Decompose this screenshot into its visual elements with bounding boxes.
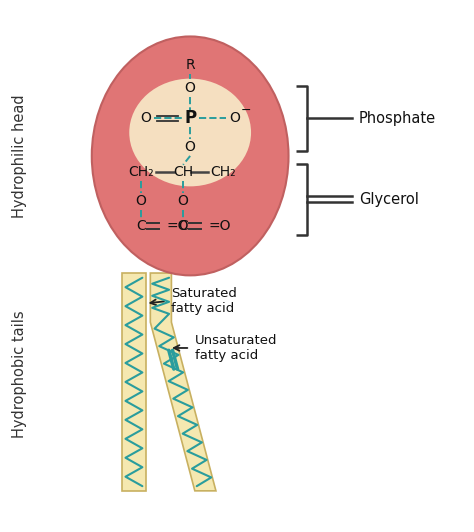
Text: CH₂: CH₂ bbox=[210, 165, 236, 179]
Text: O: O bbox=[136, 194, 146, 209]
Text: −: − bbox=[241, 104, 252, 117]
Text: O: O bbox=[140, 111, 151, 126]
Text: Hydrophobic tails: Hydrophobic tails bbox=[12, 310, 27, 437]
Ellipse shape bbox=[129, 79, 251, 186]
Text: R: R bbox=[185, 57, 195, 72]
Polygon shape bbox=[122, 273, 146, 491]
Text: O: O bbox=[185, 81, 196, 95]
Text: O: O bbox=[178, 194, 189, 209]
Text: =O: =O bbox=[209, 219, 231, 233]
Text: Unsaturated
fatty acid: Unsaturated fatty acid bbox=[195, 334, 277, 362]
Text: O: O bbox=[185, 140, 196, 154]
Text: =O: =O bbox=[167, 219, 189, 233]
Text: O: O bbox=[229, 111, 240, 126]
Text: Hydrophilic head: Hydrophilic head bbox=[12, 94, 27, 218]
Text: CH₂: CH₂ bbox=[128, 165, 154, 179]
Polygon shape bbox=[150, 273, 216, 491]
Ellipse shape bbox=[92, 37, 289, 276]
Text: Glycerol: Glycerol bbox=[359, 192, 419, 207]
Text: Phosphate: Phosphate bbox=[359, 111, 436, 126]
Text: P: P bbox=[184, 110, 196, 128]
Text: Saturated
fatty acid: Saturated fatty acid bbox=[172, 287, 237, 315]
Text: CH: CH bbox=[173, 165, 193, 179]
Text: C: C bbox=[178, 219, 188, 233]
Text: C: C bbox=[136, 219, 146, 233]
